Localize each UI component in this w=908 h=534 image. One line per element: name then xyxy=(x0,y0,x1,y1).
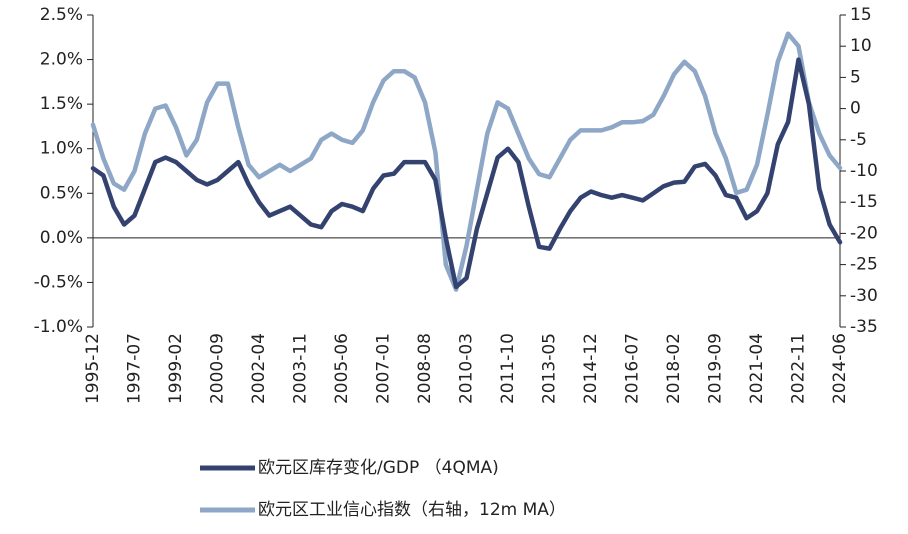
y2-tick-label: -25 xyxy=(850,255,878,275)
y2-tick-label: -35 xyxy=(850,317,878,337)
x-tick-label: 2018-02 xyxy=(664,333,684,404)
y2-tick-label: -10 xyxy=(850,161,878,181)
x-tick-label: 2010-03 xyxy=(457,333,477,404)
y-tick-label: -1.0% xyxy=(34,317,83,337)
series-line xyxy=(90,57,843,290)
x-tick-label: 2016-07 xyxy=(623,333,643,404)
x-tick-label: 2008-08 xyxy=(415,333,435,404)
x-tick-label: 2002-04 xyxy=(249,333,269,404)
x-tick-label: 2000-09 xyxy=(208,333,228,404)
y-tick-label: -0.5% xyxy=(34,272,83,292)
x-tick-label: 1999-02 xyxy=(166,333,186,404)
y2-tick-label: -15 xyxy=(850,192,878,212)
x-tick-label: 2011-10 xyxy=(498,333,518,404)
y2-tick-label: 5 xyxy=(850,67,861,87)
y2-tick-label: -5 xyxy=(850,130,867,150)
x-tick-label: 2024-06 xyxy=(830,333,850,404)
y2-tick-label: -20 xyxy=(850,223,878,243)
y-tick-label: 0.5% xyxy=(40,183,83,203)
y-tick-label: 1.0% xyxy=(40,139,83,159)
y-tick-label: 2.5% xyxy=(40,5,83,25)
legend-label: 欧元区库存变化/GDP （4QMA) xyxy=(258,458,499,478)
x-tick-label: 2003-11 xyxy=(291,333,311,404)
x-tick-label: 2007-01 xyxy=(374,333,394,404)
y-tick-label: 0.0% xyxy=(40,228,83,248)
series-line xyxy=(90,31,843,292)
x-tick-label: 2019-09 xyxy=(706,333,726,404)
x-tick-label: 2021-04 xyxy=(747,333,767,404)
y2-tick-label: 15 xyxy=(850,5,872,25)
y2-tick-label: 10 xyxy=(850,36,872,56)
y2-tick-label: 0 xyxy=(850,99,861,119)
y-tick-label: 1.5% xyxy=(40,94,83,114)
x-tick-label: 2013-05 xyxy=(540,333,560,404)
y2-tick-label: -30 xyxy=(850,286,878,306)
legend-label: 欧元区工业信心指数（右轴，12m MA） xyxy=(258,500,566,520)
x-tick-label: 2014-12 xyxy=(581,333,601,404)
x-tick-label: 1997-07 xyxy=(125,333,145,404)
y-tick-label: 2.0% xyxy=(40,50,83,70)
x-tick-label: 2005-06 xyxy=(332,333,352,404)
x-tick-label: 2022-11 xyxy=(789,333,809,404)
x-tick-label: 1995-12 xyxy=(83,333,103,404)
